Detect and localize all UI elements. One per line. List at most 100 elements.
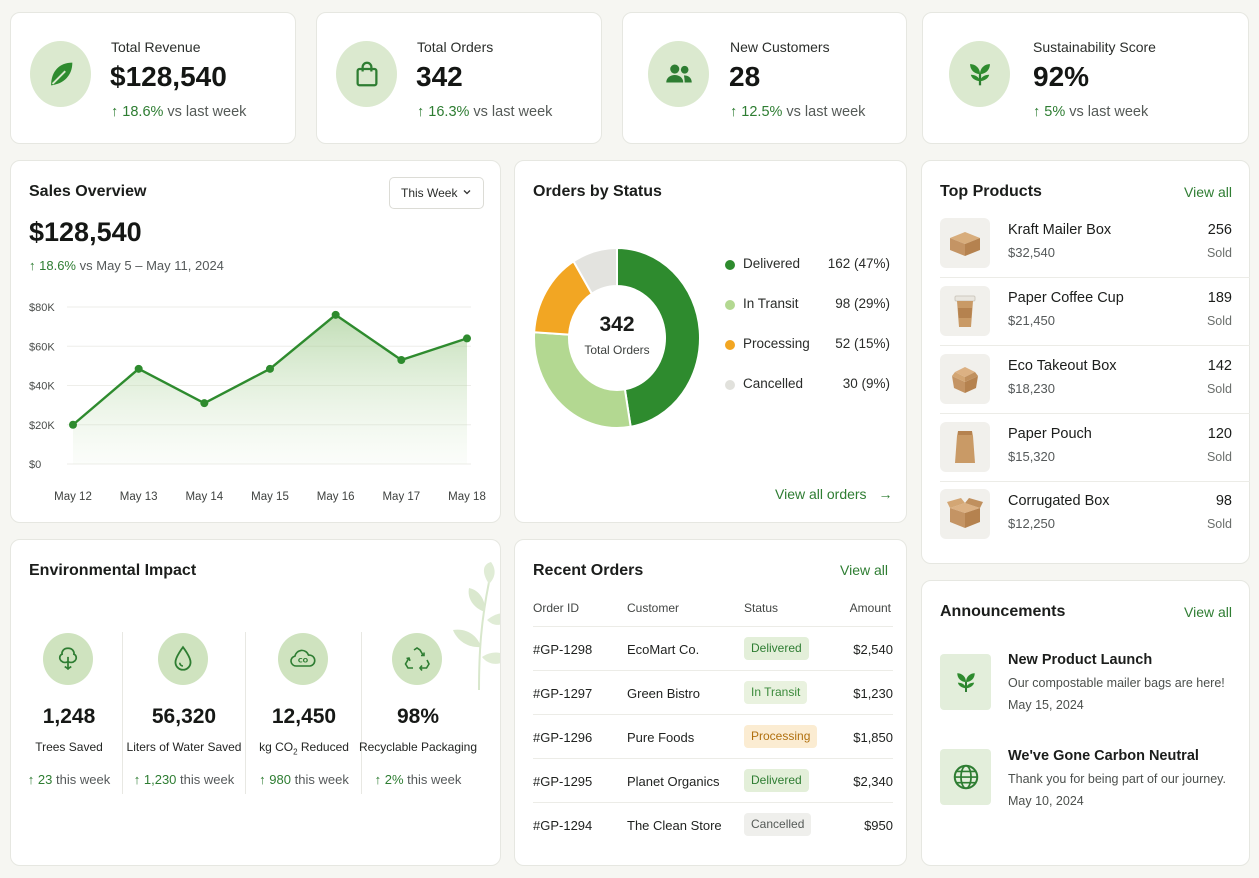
view-all-announcements-link[interactable]: View all <box>1184 604 1232 620</box>
env-stat-label: kg CO2 Reduced <box>240 740 368 756</box>
table-row[interactable]: #GP-1296 Pure Foods Processing $1,850 <box>533 714 893 758</box>
column-header-customer[interactable]: Customer <box>627 601 680 615</box>
legend-count: 98 <box>835 296 851 311</box>
data-point <box>69 420 77 429</box>
coffee-cup-icon <box>940 286 990 336</box>
product-price: $15,320 <box>1008 449 1055 464</box>
env-stat-change: ↑ 2% this week <box>360 772 476 787</box>
sales-overview-card: Sales Overview This Week $128,540 ↑ 18.6… <box>10 160 501 523</box>
status-badge: In Transit <box>744 681 808 704</box>
product-row[interactable]: Corrugated Box $12,250 98 Sold <box>940 484 1232 544</box>
env-change-suffix: this week <box>294 772 349 787</box>
product-name: Paper Pouch <box>1008 426 1092 442</box>
legend-count: 30 <box>842 376 858 391</box>
table-row[interactable]: #GP-1298 EcoMart Co. Delivered $2,540 <box>533 626 893 670</box>
view-all-products-link[interactable]: View all <box>1184 184 1232 200</box>
product-name: Paper Coffee Cup <box>1008 290 1124 306</box>
kpi-card-customers: New Customers 28 ↑ 12.5% vs last week <box>622 12 907 144</box>
card-title: Announcements <box>940 603 1066 620</box>
legend-count: 162 <box>827 256 851 271</box>
divider <box>122 632 123 794</box>
env-stat-value: 98% <box>396 705 440 728</box>
up-arrow-icon: ↑ <box>1033 104 1041 120</box>
table-row[interactable]: #GP-1297 Green Bistro In Transit $1,230 <box>533 670 893 714</box>
y-tick-label: $80K <box>29 302 55 314</box>
sales-area-chart: $0 $20K $40K $60K $80K May 12 May 13 May 14 May … <box>29 302 486 503</box>
chevron-down-icon <box>461 186 473 201</box>
sales-change-range: vs May 5 – May 11, 2024 <box>79 258 224 273</box>
product-price: $18,230 <box>1008 381 1055 396</box>
table-row[interactable]: #GP-1295 Planet Organics Delivered $2,34… <box>533 758 893 802</box>
announcement-title: We've Gone Carbon Neutral <box>1008 748 1199 764</box>
product-row[interactable]: Paper Pouch $15,320 120 Sold <box>940 417 1250 482</box>
kpi-change: ↑ 18.6% vs last week <box>111 104 246 120</box>
legend-pct: (47%) <box>853 256 890 271</box>
tree-icon <box>43 633 93 685</box>
sprout-icon <box>940 654 991 710</box>
env-change-suffix: this week <box>407 772 462 787</box>
card-title: Recent Orders <box>533 562 644 579</box>
env-stat-trees: 1,248 Trees Saved ↑ 23 this week <box>11 630 127 800</box>
legend-dot <box>725 380 735 390</box>
decorative-leaves-icon <box>453 562 500 691</box>
x-tick-label: May 12 <box>54 491 92 503</box>
y-tick-label: $40K <box>29 381 55 393</box>
product-qty: 120 <box>1207 426 1232 442</box>
env-stat-value: 12,450 <box>271 705 337 728</box>
kpi-change-pct: 16.3% <box>428 104 470 120</box>
env-label-sub: 2 <box>293 747 298 757</box>
kpi-card-orders: Total Orders 342 ↑ 16.3% vs last week <box>316 12 602 144</box>
legend-dot <box>725 340 735 350</box>
view-all-orders-label: View all orders <box>775 486 867 502</box>
env-stat-label: Recyclable Packaging <box>358 740 478 754</box>
kpi-change-label: vs last week <box>786 104 866 120</box>
announcements-card: Announcements View all New Product Launc… <box>921 580 1250 866</box>
legend-count: 52 <box>835 336 851 351</box>
kpi-label: Sustainability Score <box>1033 39 1156 55</box>
product-sold-label: Sold <box>1206 450 1232 464</box>
view-all-orders-link[interactable]: View all orders → <box>775 486 892 502</box>
shopping-bag-icon <box>336 41 397 107</box>
divider <box>940 277 1250 278</box>
svg-text:CO: CO <box>298 657 309 665</box>
product-name: Kraft Mailer Box <box>1008 222 1112 238</box>
column-header-amount[interactable]: Amount <box>849 601 891 615</box>
sprout-icon <box>949 41 1010 107</box>
legend-label: Delivered <box>743 256 801 271</box>
legend-value: 30 (9%) <box>843 376 890 391</box>
area-fill <box>73 314 467 464</box>
donut-slice <box>572 246 618 296</box>
legend-item-in-transit: In Transit 98 (29%) <box>725 295 890 315</box>
globe-icon <box>940 749 991 805</box>
table-row[interactable]: #GP-1294 The Clean Store Cancelled $950 <box>533 802 893 846</box>
data-point <box>331 310 340 319</box>
product-price: $32,540 <box>1008 245 1055 260</box>
order-customer: EcoMart Co. <box>627 642 700 657</box>
up-arrow-icon: ↑ <box>259 772 266 787</box>
order-amount: $1,850 <box>853 730 893 745</box>
announcement-title: New Product Launch <box>1008 652 1153 668</box>
view-all-recent-orders-link[interactable]: View all <box>840 562 888 578</box>
product-row[interactable]: Kraft Mailer Box $32,540 256 Sold <box>940 213 1250 278</box>
x-tick-label: May 14 <box>185 491 223 503</box>
divider <box>940 481 1250 482</box>
order-amount: $2,340 <box>853 774 893 789</box>
column-header-status[interactable]: Status <box>744 601 779 615</box>
legend-pct: (9%) <box>861 376 890 391</box>
period-select[interactable]: This Week <box>389 177 484 209</box>
column-header-order-id[interactable]: Order ID <box>533 601 580 615</box>
env-change-suffix: this week <box>56 772 111 787</box>
data-point <box>134 364 143 373</box>
announcement-date: May 10, 2024 <box>1008 794 1084 808</box>
order-id: #GP-1295 <box>533 774 593 789</box>
product-row[interactable]: Paper Coffee Cup $21,450 189 Sold <box>940 281 1250 346</box>
kpi-label: Total Revenue <box>111 39 201 55</box>
env-stat-change: ↑ 1,230 this week <box>126 772 242 787</box>
order-id: #GP-1296 <box>533 730 593 745</box>
x-tick-label: May 13 <box>120 491 158 503</box>
product-row[interactable]: Eco Takeout Box $18,230 142 Sold <box>940 349 1250 414</box>
product-qty: 98 <box>1215 493 1232 509</box>
order-customer: Pure Foods <box>627 730 695 745</box>
recent-orders-card: Recent Orders View all Order ID Customer… <box>514 539 907 866</box>
donut-total: 342 <box>599 313 635 336</box>
